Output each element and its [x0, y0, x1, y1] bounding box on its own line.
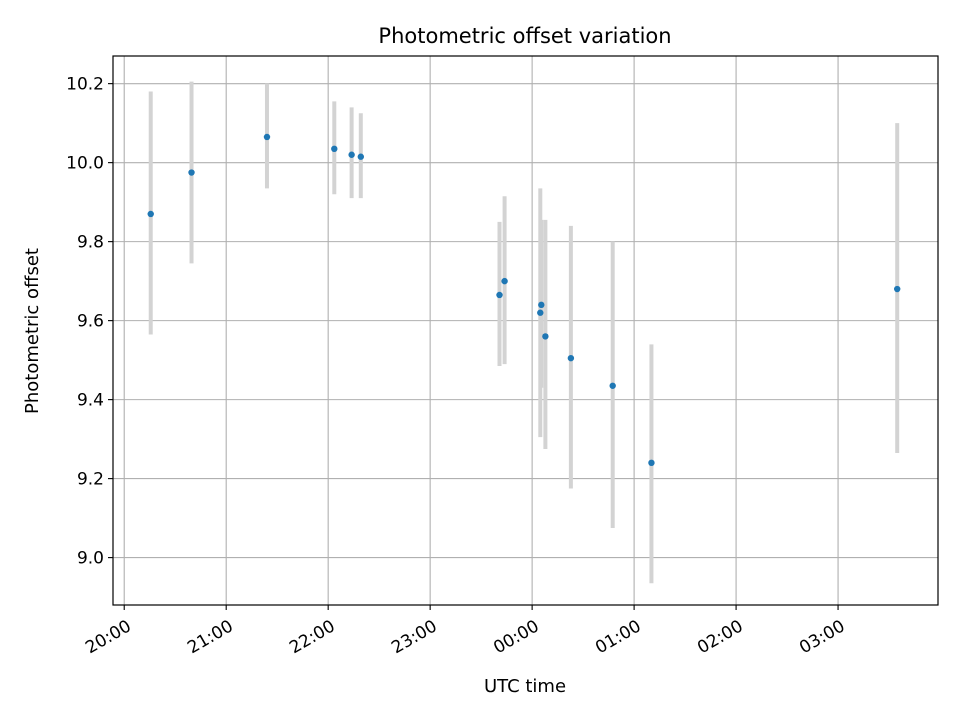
y-tick-label: 9.6: [77, 312, 104, 332]
data-point: [609, 382, 616, 389]
data-point: [501, 277, 508, 285]
plot-frame: [112, 55, 939, 606]
y-axis-label: Photometric offset: [22, 248, 43, 414]
grid-layer: [113, 56, 938, 605]
data-point: [542, 333, 549, 340]
x-tick-label: 03:00: [796, 616, 848, 658]
y-tick-label: 9.8: [77, 233, 104, 253]
data-point: [331, 145, 338, 153]
x-axis-label: UTC time: [484, 676, 566, 697]
data-point: [348, 151, 355, 158]
data-point: [188, 169, 195, 176]
x-tick-label: 02:00: [694, 616, 746, 658]
x-tick-label: 01:00: [592, 616, 644, 658]
data-point: [567, 354, 575, 362]
y-tick-label: 10.2: [66, 75, 104, 95]
x-axis: 20:00 21:00 22:00 23:00 00:00 01:00 02:00 03:00: [82, 605, 849, 658]
data-point: [496, 291, 503, 299]
x-tick-label: 00:00: [490, 616, 542, 658]
point-layer: [147, 133, 901, 467]
data-point: [537, 309, 544, 316]
data-point: [538, 301, 545, 309]
x-tick-label: 21:00: [184, 616, 236, 658]
data-point: [894, 285, 901, 293]
y-axis: 9.0 9.2 9.4 9.6 9.8 10.0 10.2: [66, 75, 113, 569]
data-point: [648, 459, 655, 467]
x-tick-label: 22:00: [286, 616, 338, 658]
y-tick-label: 10.0: [66, 154, 104, 174]
y-tick-label: 9.0: [77, 549, 104, 569]
data-point: [147, 210, 154, 218]
y-tick-label: 9.4: [77, 391, 104, 411]
y-tick-label: 9.2: [77, 470, 104, 490]
data-point: [357, 153, 365, 160]
chart-title: Photometric offset variation: [378, 24, 671, 48]
x-tick-label: 20:00: [82, 616, 134, 658]
data-point: [263, 133, 271, 141]
x-tick-label: 23:00: [388, 616, 440, 658]
errorbar-layer: [148, 81, 900, 584]
